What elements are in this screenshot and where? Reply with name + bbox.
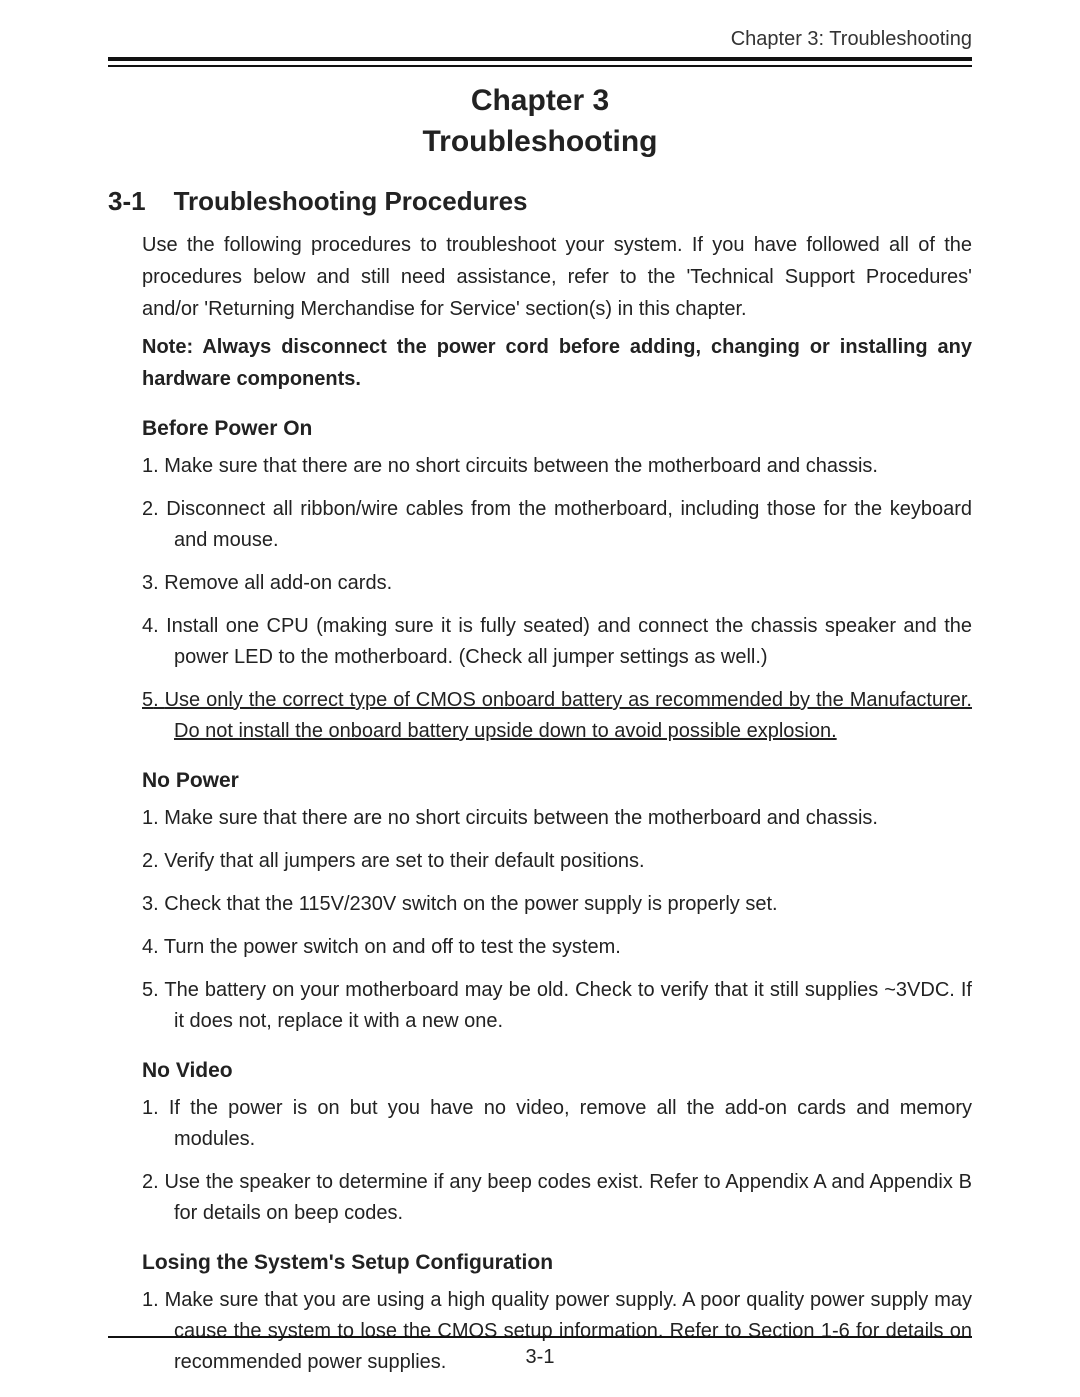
list-item: Make sure that there are no short circui… xyxy=(142,803,972,834)
list-item: The battery on your motherboard may be o… xyxy=(142,975,972,1037)
list-item: Verify that all jumpers are set to their… xyxy=(142,846,972,877)
list-item-underlined: Use only the correct type of CMOS onboar… xyxy=(142,685,972,747)
section-number: 3-1 xyxy=(108,186,146,217)
header-rule xyxy=(108,57,972,67)
list-item: Turn the power switch on and off to test… xyxy=(142,932,972,963)
list-item: Check that the 115V/230V switch on the p… xyxy=(142,889,972,920)
list-before-power-on: Make sure that there are no short circui… xyxy=(108,451,972,747)
subhead-losing-setup: Losing the System's Setup Configuration xyxy=(108,1251,972,1275)
running-header: Chapter 3: Troubleshooting xyxy=(108,28,972,57)
page: Chapter 3: Troubleshooting Chapter 3 Tro… xyxy=(0,0,1080,1397)
page-footer: 3-1 xyxy=(108,1328,972,1369)
section-intro: Use the following procedures to troubles… xyxy=(108,229,972,325)
chapter-title-block: Chapter 3 Troubleshooting xyxy=(108,81,972,162)
list-no-power: Make sure that there are no short circui… xyxy=(108,803,972,1037)
list-item: Install one CPU (making sure it is fully… xyxy=(142,611,972,673)
chapter-title: Troubleshooting xyxy=(108,122,972,163)
subhead-before-power-on: Before Power On xyxy=(108,417,972,441)
chapter-number: Chapter 3 xyxy=(108,81,972,122)
list-item: Remove all add-on cards. xyxy=(142,568,972,599)
page-number: 3-1 xyxy=(108,1346,972,1369)
list-item: Make sure that there are no short circui… xyxy=(142,451,972,482)
section-note: Note: Always disconnect the power cord b… xyxy=(108,331,972,395)
section-heading: 3-1 Troubleshooting Procedures xyxy=(108,186,972,217)
section-title: Troubleshooting Procedures xyxy=(174,186,528,217)
list-item: If the power is on but you have no video… xyxy=(142,1093,972,1155)
subhead-no-video: No Video xyxy=(108,1059,972,1083)
subhead-no-power: No Power xyxy=(108,769,972,793)
footer-rule xyxy=(108,1336,972,1338)
list-no-video: If the power is on but you have no video… xyxy=(108,1093,972,1229)
list-item: Disconnect all ribbon/wire cables from t… xyxy=(142,494,972,556)
list-item: Use the speaker to determine if any beep… xyxy=(142,1167,972,1229)
